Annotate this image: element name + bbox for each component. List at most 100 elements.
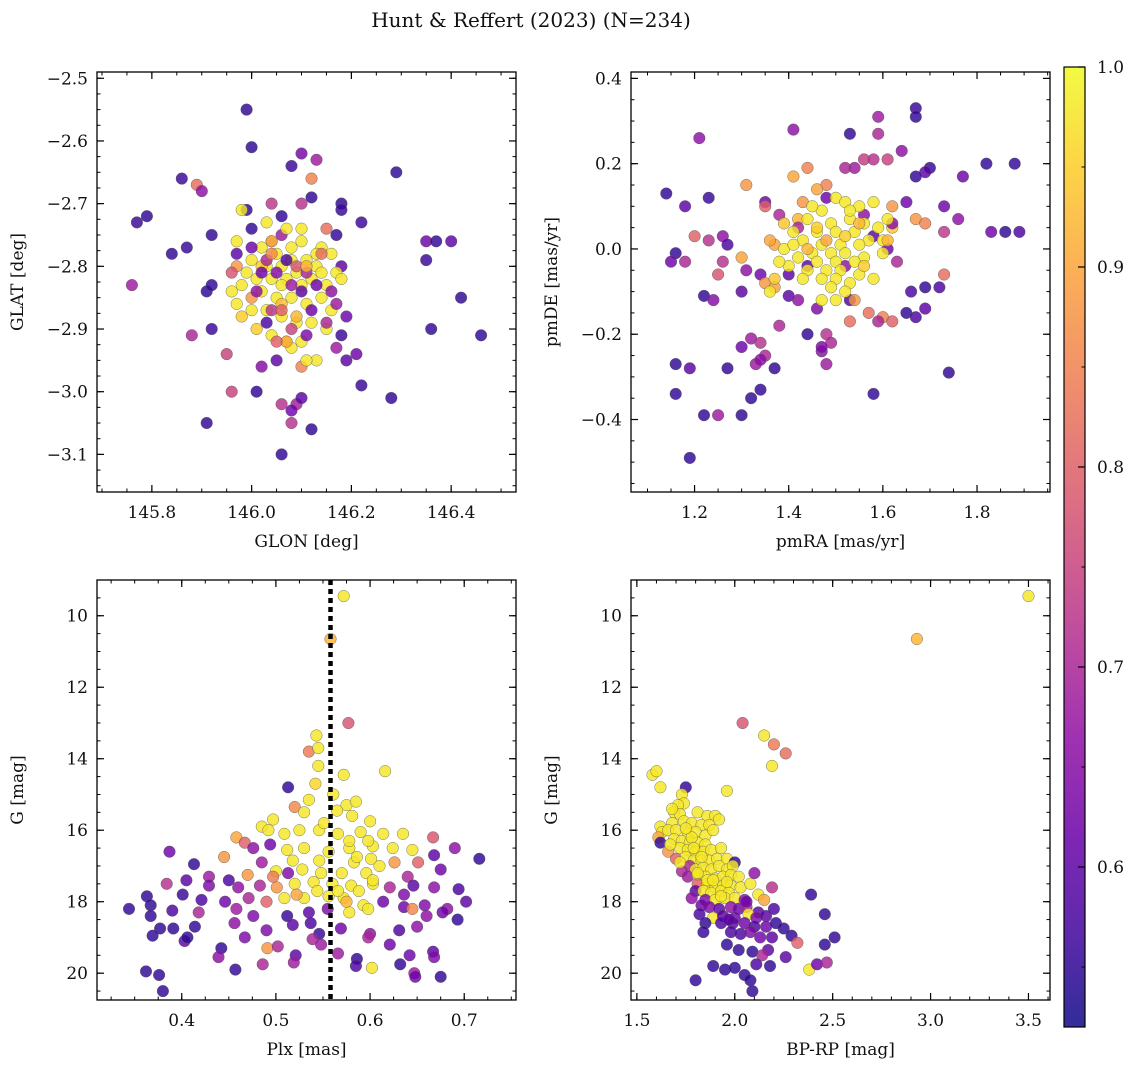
data-point xyxy=(666,802,679,815)
colorbar-tick-label: 0.9 xyxy=(1097,258,1124,278)
data-point xyxy=(867,272,880,285)
data-point xyxy=(712,268,725,281)
data-point xyxy=(122,902,135,915)
data-point xyxy=(264,838,277,851)
data-point xyxy=(281,910,294,923)
data-point xyxy=(386,842,399,855)
data-point xyxy=(355,379,368,392)
data-point xyxy=(362,931,375,944)
data-point xyxy=(820,358,833,371)
data-point xyxy=(388,856,401,869)
data-point xyxy=(238,836,251,849)
data-point xyxy=(295,285,308,298)
data-point xyxy=(744,877,757,890)
data-point xyxy=(156,985,169,998)
data-point xyxy=(365,852,378,865)
data-point xyxy=(434,863,447,876)
y-tick-label: 10 xyxy=(600,607,622,627)
data-point xyxy=(315,291,328,304)
data-point xyxy=(379,765,392,778)
data-point xyxy=(758,893,771,906)
y-tick-label: −2.8 xyxy=(47,257,88,277)
data-point xyxy=(703,901,716,914)
data-point xyxy=(139,965,152,978)
data-point xyxy=(355,216,368,229)
data-point xyxy=(305,191,318,204)
x-tick-label: 145.8 xyxy=(128,503,177,523)
data-point xyxy=(342,717,355,730)
y-tick-label: −2.7 xyxy=(47,195,88,215)
data-point xyxy=(275,398,288,411)
data-point xyxy=(275,304,288,317)
data-point xyxy=(247,842,260,855)
data-point xyxy=(267,813,280,826)
data-point xyxy=(140,210,153,223)
data-point xyxy=(265,235,278,248)
data-point xyxy=(195,185,208,198)
data-point xyxy=(420,910,433,923)
data-point xyxy=(707,960,720,973)
data-point xyxy=(331,804,344,817)
y-tick-label: 20 xyxy=(66,964,88,984)
data-point xyxy=(702,191,715,204)
data-point xyxy=(163,845,176,858)
y-tick-label: −3.0 xyxy=(47,383,88,403)
data-point xyxy=(679,200,692,213)
data-point xyxy=(349,795,362,808)
data-point xyxy=(707,874,720,887)
data-point xyxy=(270,266,283,279)
data-point xyxy=(754,336,767,349)
data-point xyxy=(787,170,800,183)
data-point xyxy=(260,895,273,908)
x-axis-label: pmRA [mas/yr] xyxy=(776,532,905,552)
data-point xyxy=(434,970,447,983)
data-point xyxy=(853,217,866,230)
data-point xyxy=(909,311,922,324)
data-point xyxy=(403,949,416,962)
data-point xyxy=(317,817,330,830)
data-point xyxy=(285,404,298,417)
data-point xyxy=(340,310,353,323)
data-point xyxy=(260,924,273,937)
data-point xyxy=(919,217,932,230)
y-tick-label: 16 xyxy=(600,821,622,841)
colorbar-tick-label: 0.7 xyxy=(1097,658,1124,678)
data-point xyxy=(205,228,218,241)
data-point xyxy=(938,200,951,213)
data-point xyxy=(364,815,377,828)
data-point xyxy=(205,323,218,336)
data-point xyxy=(305,304,318,317)
data-point xyxy=(756,949,769,962)
data-point xyxy=(746,985,759,998)
data-point xyxy=(669,358,682,371)
data-point xyxy=(383,938,396,951)
data-point xyxy=(256,958,269,971)
data-point xyxy=(222,874,235,887)
data-point xyxy=(280,254,293,267)
data-point xyxy=(250,323,263,336)
data-point xyxy=(350,348,363,361)
data-point xyxy=(305,423,318,436)
y-tick-label: −0.2 xyxy=(581,325,622,345)
data-point xyxy=(332,885,345,898)
data-point xyxy=(390,166,403,179)
data-point xyxy=(310,153,323,166)
data-point xyxy=(828,931,841,944)
data-point xyxy=(288,877,301,890)
y-tick-label: 16 xyxy=(66,821,88,841)
data-point xyxy=(427,831,440,844)
data-point xyxy=(792,294,805,307)
data-point xyxy=(320,222,333,235)
data-point xyxy=(245,241,258,254)
data-point xyxy=(679,255,692,268)
data-point xyxy=(287,956,300,969)
data-point xyxy=(181,931,194,944)
data-point xyxy=(312,759,325,772)
data-point xyxy=(250,385,263,398)
data-point xyxy=(285,241,298,254)
data-point xyxy=(420,254,433,267)
data-point xyxy=(712,409,725,422)
data-point xyxy=(872,127,885,140)
data-point xyxy=(448,842,461,855)
y-tick-label: 18 xyxy=(600,893,622,913)
